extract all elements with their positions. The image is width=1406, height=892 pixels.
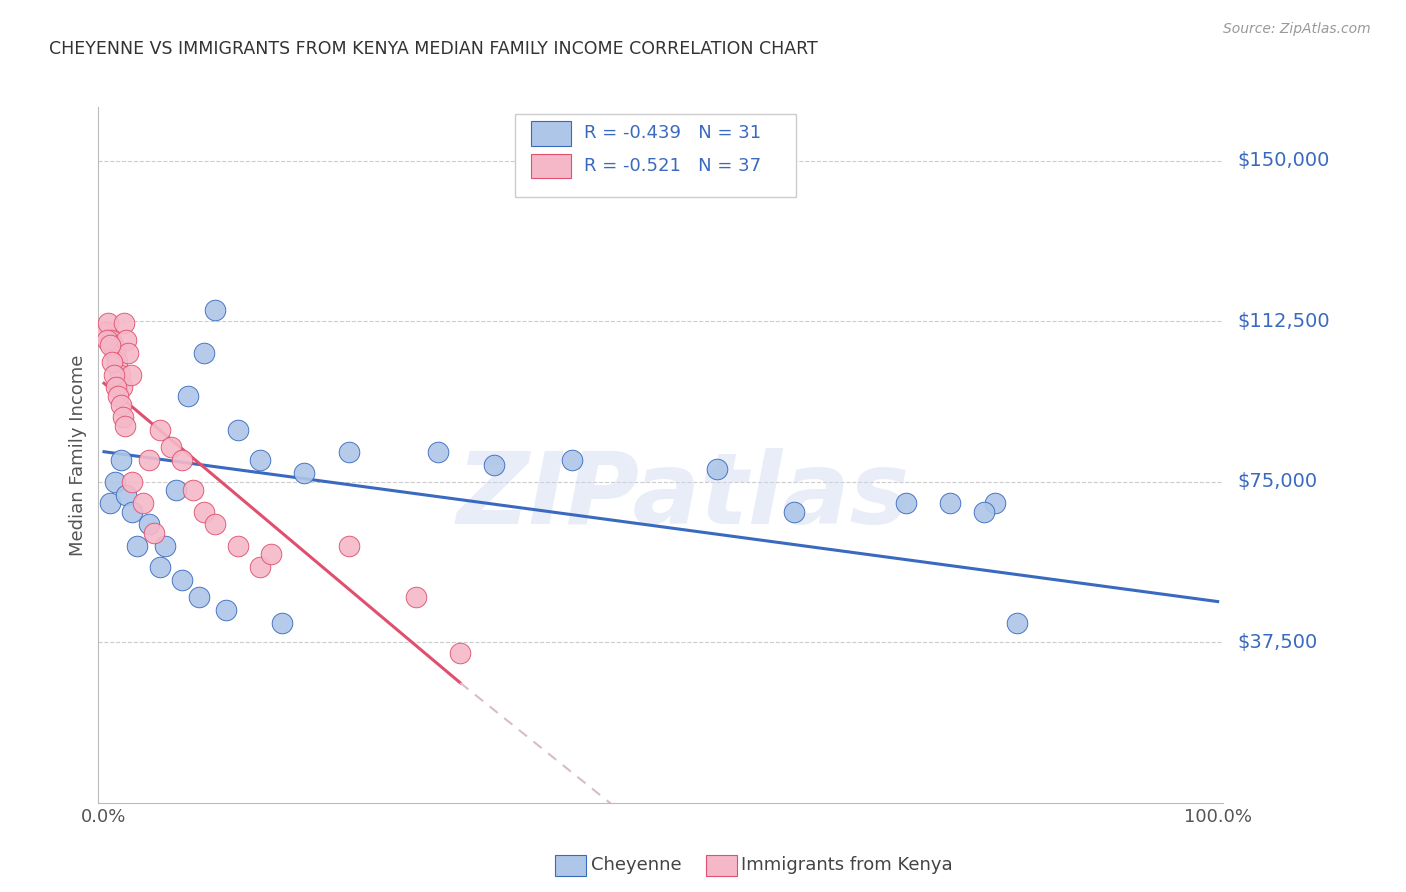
Point xyxy=(149,423,172,437)
Point xyxy=(427,444,450,458)
Point xyxy=(96,334,118,348)
Point xyxy=(187,591,209,605)
Point xyxy=(100,334,122,348)
Point xyxy=(165,483,187,498)
Y-axis label: Median Family Income: Median Family Income xyxy=(69,354,87,556)
Point xyxy=(939,496,962,510)
Text: ZIPatlas: ZIPatlas xyxy=(457,448,910,545)
Point xyxy=(114,419,136,434)
Point xyxy=(170,573,193,587)
Point xyxy=(204,303,226,318)
Point xyxy=(482,458,505,472)
Point xyxy=(121,505,143,519)
Point xyxy=(127,539,149,553)
Point xyxy=(115,487,138,501)
Point xyxy=(104,346,127,360)
Point xyxy=(103,368,125,382)
Point xyxy=(249,560,271,574)
Text: $112,500: $112,500 xyxy=(1237,311,1330,331)
Point xyxy=(107,389,129,403)
Point xyxy=(449,646,471,660)
Text: R = -0.439   N = 31: R = -0.439 N = 31 xyxy=(585,125,762,143)
Point xyxy=(984,496,1007,510)
Point xyxy=(226,423,249,437)
Point xyxy=(249,453,271,467)
Point xyxy=(101,355,124,369)
Point xyxy=(561,453,583,467)
Text: $75,000: $75,000 xyxy=(1237,472,1317,491)
Point xyxy=(138,453,160,467)
Point xyxy=(96,325,118,339)
Text: $37,500: $37,500 xyxy=(1237,632,1317,652)
Point xyxy=(1005,615,1028,630)
Point xyxy=(98,496,121,510)
Point xyxy=(112,316,135,330)
Point xyxy=(193,505,215,519)
Text: Cheyenne: Cheyenne xyxy=(591,856,681,874)
Point xyxy=(783,505,806,519)
Point xyxy=(97,316,120,330)
Point xyxy=(111,410,134,425)
Point xyxy=(176,389,198,403)
Point xyxy=(121,475,143,489)
Point xyxy=(226,539,249,553)
Point xyxy=(973,505,995,519)
Point xyxy=(138,517,160,532)
Point xyxy=(132,496,155,510)
Point xyxy=(405,591,427,605)
Text: R = -0.521   N = 37: R = -0.521 N = 37 xyxy=(585,157,762,175)
Point xyxy=(117,346,139,360)
Point xyxy=(706,462,728,476)
Point xyxy=(159,441,181,455)
Point xyxy=(104,475,127,489)
FancyBboxPatch shape xyxy=(531,121,571,145)
Point xyxy=(120,368,142,382)
Point xyxy=(115,334,138,348)
FancyBboxPatch shape xyxy=(515,114,796,197)
Point xyxy=(193,346,215,360)
Point xyxy=(149,560,172,574)
Point xyxy=(110,398,132,412)
Text: $150,000: $150,000 xyxy=(1237,151,1330,170)
Point xyxy=(170,453,193,467)
Point xyxy=(337,444,360,458)
Point xyxy=(215,603,238,617)
Point xyxy=(98,337,121,351)
Text: Source: ZipAtlas.com: Source: ZipAtlas.com xyxy=(1223,22,1371,37)
Point xyxy=(111,380,134,394)
Point xyxy=(894,496,917,510)
Point xyxy=(204,517,226,532)
Point xyxy=(294,466,316,480)
Point xyxy=(110,453,132,467)
Text: Immigrants from Kenya: Immigrants from Kenya xyxy=(741,856,953,874)
Point xyxy=(337,539,360,553)
Point xyxy=(181,483,204,498)
FancyBboxPatch shape xyxy=(531,154,571,178)
Point xyxy=(260,548,283,562)
Point xyxy=(155,539,177,553)
Point xyxy=(108,368,131,382)
Text: CHEYENNE VS IMMIGRANTS FROM KENYA MEDIAN FAMILY INCOME CORRELATION CHART: CHEYENNE VS IMMIGRANTS FROM KENYA MEDIAN… xyxy=(49,40,818,58)
Point xyxy=(105,355,128,369)
Point xyxy=(271,615,294,630)
Point xyxy=(143,526,166,541)
Point xyxy=(101,337,124,351)
Point xyxy=(105,380,128,394)
